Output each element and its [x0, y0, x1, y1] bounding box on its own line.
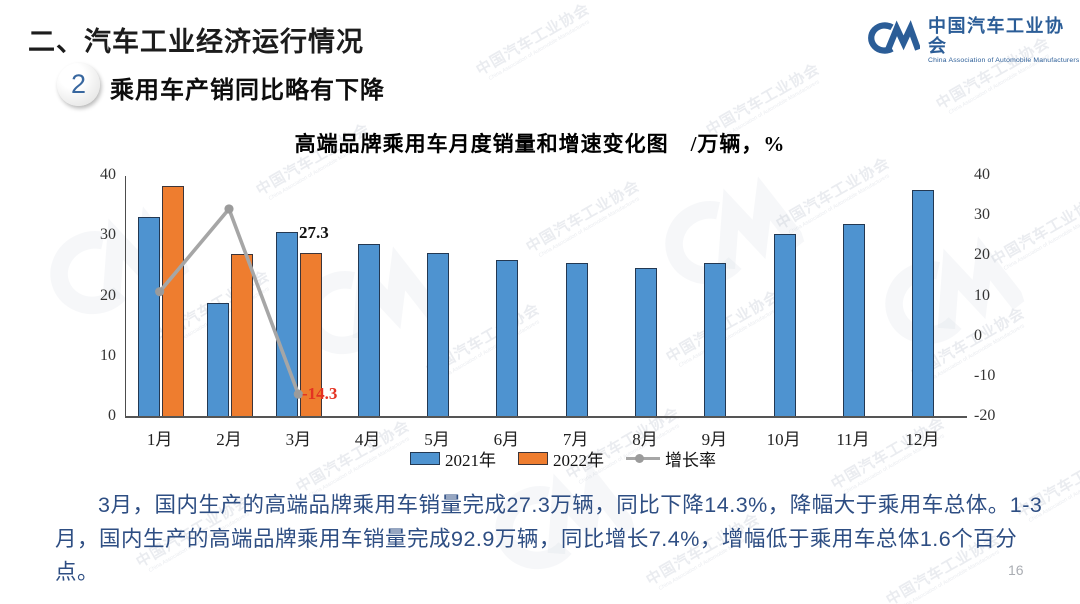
x-tick: 6月 [493, 430, 520, 449]
legend-item-2021: 2021年 [410, 446, 496, 471]
x-tick: 11月 [836, 430, 870, 449]
page-title: 二、汽车工业经济运行情况 [28, 27, 364, 57]
data-label-minus-14-3: -14.3 [302, 384, 338, 403]
y-tick-right: -20 [974, 407, 996, 424]
chart-title: 高端品牌乘用车月度销量和增速变化图 /万辆，% [294, 132, 786, 156]
legend-label-growth: 增长率 [665, 451, 716, 470]
section-title: 乘用车产销同比略有下降 [110, 77, 385, 104]
chart-plot-area [125, 176, 958, 417]
y-tick-right: 0 [974, 326, 982, 344]
legend-label-2021: 2021年 [445, 451, 496, 470]
logo-text-en: China Association of Automobile Manufact… [928, 57, 1080, 64]
y-tick-right: -10 [974, 366, 996, 384]
x-tick: 12月 [905, 430, 940, 449]
x-tick: 2月 [216, 430, 242, 449]
x-tick: 10月 [766, 430, 801, 449]
y-tick-right: 20 [974, 246, 990, 264]
section-number-badge: 2 [57, 63, 100, 106]
growth-rate-line [155, 204, 303, 399]
x-tick: 8月 [632, 430, 658, 449]
y-tick-left: 30 [100, 226, 116, 244]
legend-swatch-2022 [518, 452, 548, 465]
x-tick: 7月 [562, 430, 589, 449]
x-tick: 5月 [424, 430, 450, 449]
y-tick-left: 0 [108, 407, 116, 424]
x-tick: 9月 [701, 430, 728, 449]
y-tick-right: 40 [974, 166, 990, 183]
legend-swatch-2021 [410, 452, 440, 465]
y-tick-left: 10 [100, 346, 116, 364]
y-tick-left: 20 [100, 286, 116, 304]
data-label-27-3: 27.3 [299, 223, 329, 242]
page-number: 16 [1008, 562, 1024, 578]
chart-legend: 2021年 2022年 增长率 [147, 446, 979, 471]
summary-paragraph: 3月，国内生产的高端品牌乘用车销量完成27.3万辆，同比下降14.3%，降幅大于… [55, 493, 1043, 584]
legend-item-2022: 2022年 [518, 446, 604, 471]
logo-text-zh: 中国汽车工业协会 [928, 16, 1065, 56]
y-tick-right: 30 [974, 206, 990, 224]
y-tick-right: 10 [974, 286, 990, 304]
legend-item-growth: 增长率 [626, 446, 716, 471]
legend-label-2022: 2022年 [553, 451, 604, 470]
x-tick: 4月 [354, 430, 381, 449]
caam-logo: 中国汽车工业协会 China Association of Automobile… [862, 16, 1080, 65]
caam-cm-icon [862, 17, 922, 64]
y-tick-left: 40 [100, 166, 116, 183]
legend-line-icon [626, 452, 660, 465]
x-tick: 3月 [285, 430, 312, 449]
x-tick: 1月 [146, 430, 173, 449]
x-axis-line [125, 416, 967, 418]
